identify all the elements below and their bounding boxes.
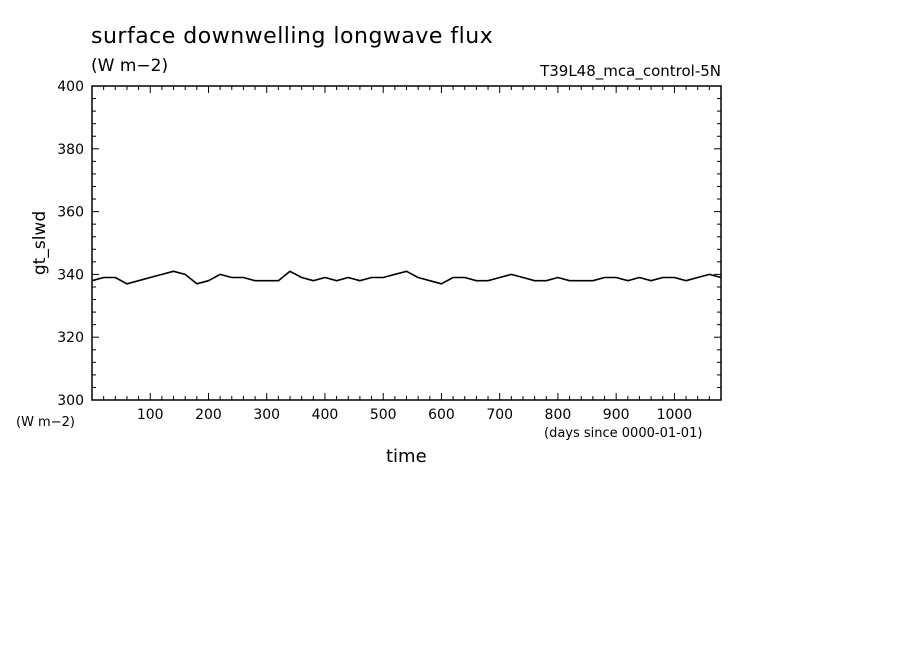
- chart-title: surface downwelling longwave flux: [91, 24, 494, 49]
- y-tick-label: 320: [57, 330, 84, 346]
- x-tick-label: 300: [253, 407, 280, 423]
- x-tick-label: 500: [370, 407, 397, 423]
- x-tick-label: 700: [486, 407, 513, 423]
- y-tick-label: 340: [57, 267, 84, 283]
- tick-labels: 100 200 300 400 500 600 700 800 900 1000 300 320 340…: [57, 79, 692, 423]
- plot-frame: [91, 85, 722, 401]
- x-tick-label: 1000: [657, 407, 693, 423]
- y-tick-label: 380: [57, 142, 84, 158]
- x-tick-label: 800: [545, 407, 572, 423]
- chart-subtitle: (W m−2): [91, 56, 169, 76]
- x-axis-label: time: [386, 446, 427, 467]
- run-label: T39L48_mca_control-5N: [540, 62, 721, 80]
- series-line: [91, 270, 722, 285]
- y-tick-label: 300: [57, 393, 84, 409]
- x-tick-label: 900: [603, 407, 630, 423]
- y-axis-label: gt_slwd: [30, 210, 50, 276]
- x-axis-unit: (days since 0000-01-01): [544, 426, 703, 441]
- y-tick-label: 360: [57, 205, 84, 221]
- x-tick-label: 600: [428, 407, 455, 423]
- axis-ticks: [92, 86, 721, 400]
- y-axis-unit: (W m−2): [16, 415, 75, 430]
- x-tick-label: 400: [312, 407, 339, 423]
- y-tick-label: 400: [57, 79, 84, 95]
- x-tick-label: 100: [137, 407, 164, 423]
- x-tick-label: 200: [195, 407, 222, 423]
